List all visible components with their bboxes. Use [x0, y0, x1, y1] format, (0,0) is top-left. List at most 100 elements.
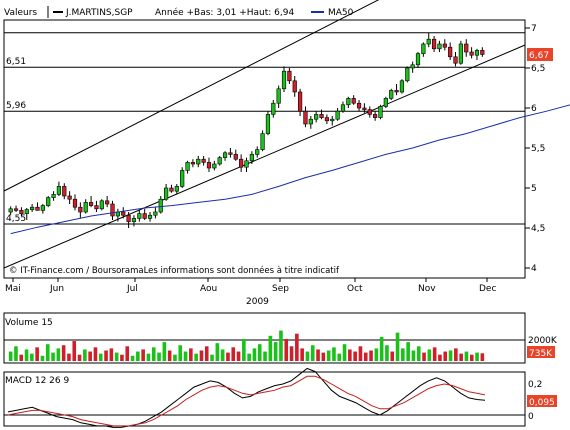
volume-bar — [379, 336, 384, 361]
volume-bar — [337, 353, 342, 361]
candle-body — [405, 67, 410, 82]
price-panel-frame — [3, 19, 526, 279]
candle-body — [72, 198, 78, 208]
volume-bar — [67, 353, 71, 361]
candle-body — [40, 205, 45, 211]
candle-body — [303, 110, 308, 125]
volume-bar — [326, 350, 331, 361]
volume-bar — [178, 345, 183, 361]
volume-panel-frame — [3, 312, 526, 364]
volume-bar — [263, 351, 267, 361]
price-tick-label: 5,5 — [531, 144, 545, 154]
watermark-text: © IT-Finance.com / BoursoramaLes informa… — [9, 265, 340, 276]
candle-body — [24, 209, 29, 214]
candle-body — [281, 70, 287, 90]
volume-bar — [194, 353, 198, 361]
candle-body — [233, 154, 238, 160]
volume-bar — [289, 346, 294, 361]
candle-body — [67, 195, 72, 200]
macd-last-box — [527, 395, 557, 407]
volume-bar — [183, 351, 188, 361]
candle-body — [174, 186, 179, 192]
instrument-name: J.MARTINS,SGP — [65, 8, 133, 18]
x-year-label: 2009 — [246, 297, 269, 307]
volume-panel: Volume 15 2000K 735K — [3, 312, 558, 364]
candle-body — [453, 56, 458, 64]
volume-bar — [395, 332, 400, 361]
volume-bar — [475, 352, 479, 361]
candle-body — [362, 107, 367, 110]
candle-body — [399, 80, 405, 93]
volume-bar — [167, 350, 172, 361]
x-tick-label: Nov — [418, 284, 436, 294]
candle-body — [394, 90, 399, 93]
candle-body — [206, 162, 212, 169]
x-tick-label: Aou — [200, 284, 217, 294]
candle-body — [474, 50, 480, 56]
volume-bar — [93, 347, 98, 361]
candle-body — [30, 206, 35, 210]
volume-bar — [295, 333, 299, 361]
volume-bar — [210, 354, 214, 361]
volume-bar — [8, 351, 13, 361]
candle-body — [196, 158, 201, 165]
channel-lower-line — [3, 44, 526, 269]
candle-body — [62, 186, 67, 197]
price-levels: 6,51 5,96 4,55 — [4, 32, 525, 225]
volume-bar — [374, 348, 379, 361]
candle-body — [464, 43, 469, 53]
volume-bar — [257, 344, 262, 361]
candle-body — [239, 158, 244, 168]
candle-body — [8, 208, 13, 213]
volume-bar — [215, 343, 220, 361]
trend-channel — [3, 0, 526, 269]
candle-body — [88, 202, 94, 206]
candle-body — [222, 152, 228, 158]
volume-bar — [247, 353, 251, 361]
volume-bar — [310, 345, 315, 361]
candle-body — [319, 114, 324, 118]
candle-body — [13, 208, 19, 211]
ma50-legend-label: MA50 — [328, 8, 354, 18]
volume-bar — [363, 352, 368, 361]
candle-body — [19, 210, 24, 214]
candle-body — [255, 149, 260, 155]
candle-body — [147, 214, 153, 219]
volume-bar — [204, 346, 209, 361]
macd-tick-0-2: 0,2 — [528, 380, 542, 390]
candle-body — [142, 213, 147, 219]
volume-bar — [141, 349, 145, 361]
volume-bar — [438, 354, 442, 361]
candle-body — [105, 200, 110, 205]
volume-bar — [136, 351, 140, 361]
volume-bar — [173, 354, 177, 361]
candle-body — [437, 43, 442, 50]
volume-bar — [427, 349, 432, 361]
candle-body — [46, 197, 51, 206]
volume-bar — [422, 352, 426, 361]
volume-bar — [279, 330, 283, 361]
macd-line — [7, 367, 486, 428]
x-tick-label: Sep — [272, 284, 289, 294]
volume-bar — [284, 338, 289, 361]
volume-bar — [231, 347, 236, 361]
price-tick-label: 6 — [531, 104, 537, 114]
volume-bar — [480, 353, 485, 361]
candle-body — [448, 46, 453, 58]
candle-body — [51, 194, 56, 198]
volume-bar — [242, 338, 246, 361]
valeurs-label[interactable]: Valeurs — [4, 8, 37, 18]
volume-bar — [369, 350, 373, 361]
volume-bar — [385, 345, 389, 361]
candle-body — [351, 98, 356, 104]
candle-body — [324, 117, 329, 122]
year-range-text: Année +Bas: 3,01 +Haut: 6,94 — [155, 7, 294, 18]
candle-body — [99, 200, 104, 210]
volume-bar — [83, 349, 87, 361]
candle-body — [356, 102, 362, 109]
macd-tick-0: 0 — [528, 412, 534, 422]
x-tick-label: Dec — [479, 284, 496, 294]
price-y-axis: 7 6,5 6 5,5 5 4,5 4 — [525, 24, 545, 274]
volume-bars — [8, 330, 485, 361]
